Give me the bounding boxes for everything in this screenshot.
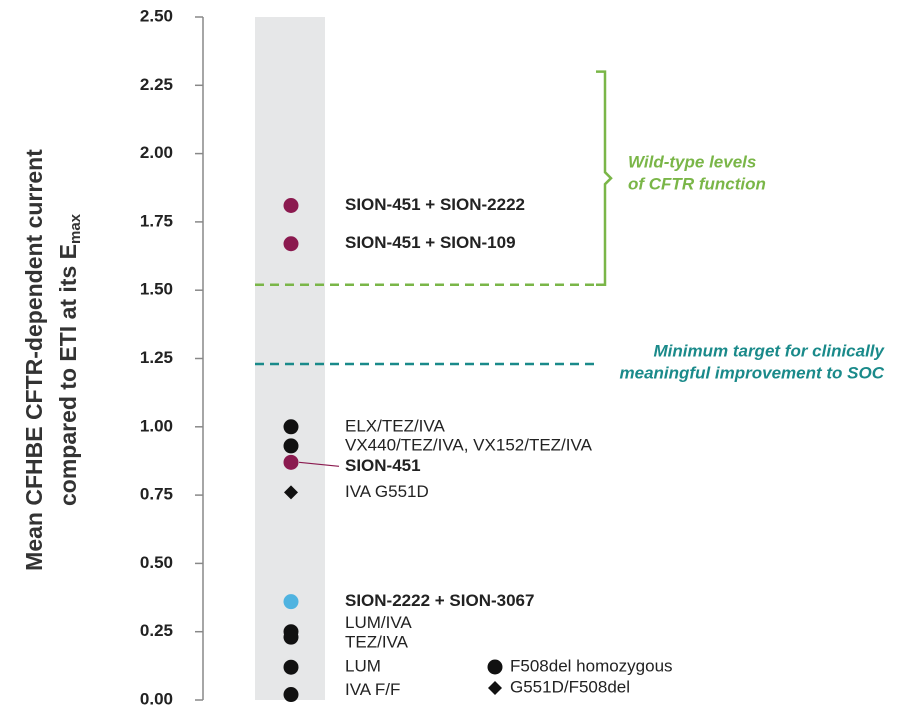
point <box>283 629 299 645</box>
y-tick-label: 1.75 <box>140 211 173 230</box>
y-tick-label: 0.25 <box>140 621 173 640</box>
point-label: SION-451 + SION-109 <box>345 233 516 252</box>
annotation: of CFTR function <box>628 175 766 194</box>
point-label: SION-451 + SION-2222 <box>345 195 525 214</box>
point-label: SION-451 <box>345 456 421 475</box>
point <box>283 419 299 435</box>
point-label: SION-2222 + SION-3067 <box>345 591 534 610</box>
point <box>283 659 299 675</box>
highlight-band <box>255 17 325 700</box>
y-tick-label: 2.50 <box>140 6 173 25</box>
point-label: TEZ/IVA <box>345 633 409 652</box>
annotation: Minimum target for clinically <box>654 341 886 360</box>
y-axis-label: compared to ETI at its Emax <box>55 213 84 506</box>
point <box>283 438 299 454</box>
y-tick-label: 2.00 <box>140 143 173 162</box>
point-label: LUM <box>345 657 381 676</box>
point <box>283 687 299 703</box>
bracket <box>596 70 613 286</box>
annotation: meaningful improvement to SOC <box>620 363 885 382</box>
point-label: IVA G551D <box>345 482 429 501</box>
point <box>283 198 299 214</box>
y-tick-label: 0.50 <box>140 553 173 572</box>
y-axis-label-text: compared to ETI at its E <box>55 244 81 506</box>
point-label: ELX/TEZ/IVA <box>345 416 445 435</box>
annotation: Wild-type levels <box>628 153 756 172</box>
legend-label: F508del homozygous <box>510 656 673 675</box>
point-label: VX440/TEZ/IVA, VX152/TEZ/IVA <box>345 435 593 454</box>
point <box>283 454 299 470</box>
point <box>284 485 298 500</box>
point-label: IVA F/F <box>345 680 400 699</box>
y-tick-label: 1.25 <box>140 348 173 367</box>
y-tick-label: 1.00 <box>140 416 173 435</box>
point-label: LUM/IVA <box>345 613 412 632</box>
y-axis-label: Mean CFHBE CFTR-dependent current <box>21 149 47 571</box>
point <box>283 236 299 252</box>
y-tick-label: 1.50 <box>140 280 173 299</box>
y-axis-label-subscript: max <box>67 213 84 244</box>
y-tick-label: 0.75 <box>140 485 173 504</box>
y-tick-label: 2.25 <box>140 75 173 94</box>
legend-marker <box>488 681 502 695</box>
legend-label: G551D/F508del <box>510 677 630 696</box>
leader-line <box>298 461 340 467</box>
y-tick-label: 0.00 <box>140 689 173 708</box>
point <box>283 594 299 610</box>
legend-marker <box>487 659 503 675</box>
